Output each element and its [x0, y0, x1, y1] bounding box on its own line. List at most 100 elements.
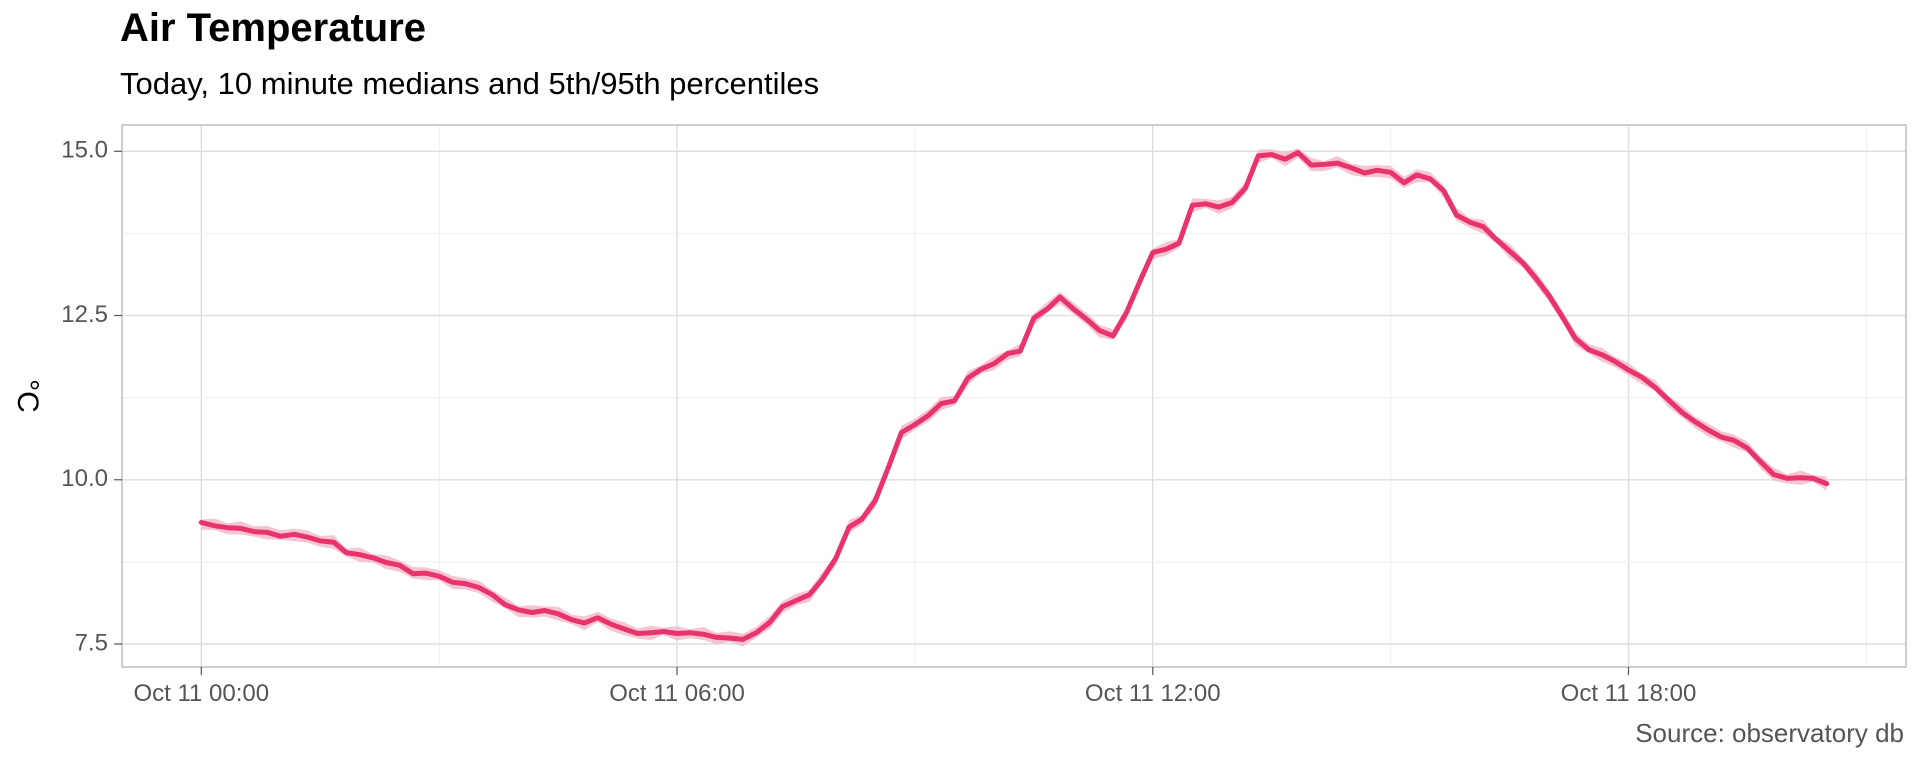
median-line: [198, 150, 1830, 642]
data-point: [1613, 360, 1617, 364]
data-point: [1098, 329, 1102, 333]
data-point: [1137, 281, 1141, 285]
data-point: [1653, 385, 1657, 389]
data-point: [635, 631, 639, 635]
data-point: [1018, 349, 1022, 353]
data-point: [1045, 307, 1049, 311]
data-point: [1415, 173, 1419, 177]
y-tick-label: 12.5: [61, 301, 108, 328]
data-point: [265, 530, 269, 534]
data-point: [1442, 189, 1446, 193]
data-point: [1006, 352, 1010, 356]
chart-title: Air Temperature: [120, 6, 427, 50]
data-point: [1825, 482, 1829, 486]
data-point: [1732, 438, 1736, 442]
data-point: [1349, 166, 1353, 170]
data-point: [1375, 168, 1379, 172]
data-point: [516, 608, 520, 612]
data-point: [384, 561, 388, 565]
data-point: [939, 402, 943, 406]
data-point: [754, 631, 758, 635]
data-point: [371, 556, 375, 560]
data-point: [1508, 249, 1512, 253]
data-point: [1230, 201, 1234, 205]
data-point: [543, 609, 547, 613]
x-axis-ticks: Oct 11 00:00 Oct 11 06:00 Oct 11 12:00 Oct …: [133, 667, 1696, 707]
data-point: [1692, 419, 1696, 423]
data-point: [1811, 476, 1815, 480]
data-point: [1521, 261, 1525, 265]
data-point: [279, 534, 283, 538]
data-point: [1085, 317, 1089, 321]
chart-caption: Source: observatory db: [1635, 718, 1904, 748]
data-point: [225, 526, 229, 530]
data-point: [1561, 315, 1565, 319]
data-point: [344, 551, 348, 555]
data-point: [451, 580, 455, 584]
data-point: [252, 530, 256, 534]
y-tick-label: 7.5: [75, 629, 108, 656]
data-point: [1600, 353, 1604, 357]
data-point: [1468, 220, 1472, 224]
data-point: [794, 599, 798, 603]
data-point: [609, 622, 613, 626]
data-point: [1270, 153, 1274, 157]
data-point: [292, 532, 296, 536]
data-point: [199, 520, 203, 524]
data-point: [1745, 446, 1749, 450]
data-point: [860, 517, 864, 521]
data-point: [675, 631, 679, 635]
data-point: [582, 621, 586, 625]
data-point: [768, 620, 772, 624]
data-point: [1244, 186, 1248, 190]
data-point: [1362, 171, 1366, 175]
data-point: [649, 631, 653, 635]
data-point: [411, 572, 415, 576]
x-tick-label: Oct 11 06:00: [609, 680, 745, 707]
data-point: [1177, 241, 1181, 245]
data-point: [437, 574, 441, 578]
data-point: [1666, 398, 1670, 402]
data-point: [899, 430, 903, 434]
data-point: [701, 632, 705, 636]
y-axis-ticks: 7.5 10.0 12.5 15.0: [61, 137, 122, 656]
data-point: [807, 593, 811, 597]
data-point: [1481, 225, 1485, 229]
data-point: [1190, 203, 1194, 207]
x-tick-label: Oct 11 00:00: [133, 680, 269, 707]
data-points: [199, 151, 1828, 642]
data-point: [490, 593, 494, 597]
data-point: [1389, 170, 1393, 174]
data-point: [424, 571, 428, 575]
data-point: [332, 540, 336, 544]
data-point: [847, 525, 851, 529]
data-point: [239, 526, 243, 530]
y-tick-label: 15.0: [61, 137, 108, 164]
data-point: [1706, 428, 1710, 432]
data-point: [913, 423, 917, 427]
data-point: [979, 367, 983, 371]
data-point: [213, 524, 217, 528]
data-point: [1256, 154, 1260, 158]
data-point: [728, 636, 732, 640]
data-point: [1534, 276, 1538, 280]
data-point: [1309, 163, 1313, 167]
data-point: [1719, 435, 1723, 439]
data-point: [1164, 247, 1168, 251]
data-point: [503, 603, 507, 607]
data-point: [622, 627, 626, 631]
data-point: [1454, 213, 1458, 217]
data-point: [1296, 151, 1300, 155]
data-point: [741, 637, 745, 641]
data-point: [1640, 375, 1644, 379]
data-point: [530, 610, 534, 614]
y-tick-label: 10.0: [61, 465, 108, 492]
data-point: [477, 586, 481, 590]
data-point: [834, 557, 838, 561]
data-point: [1151, 250, 1155, 254]
data-point: [1587, 348, 1591, 352]
data-point: [715, 635, 719, 639]
data-point: [1772, 473, 1776, 477]
data-point: [1494, 237, 1498, 241]
x-tick-label: Oct 11 18:00: [1561, 680, 1697, 707]
